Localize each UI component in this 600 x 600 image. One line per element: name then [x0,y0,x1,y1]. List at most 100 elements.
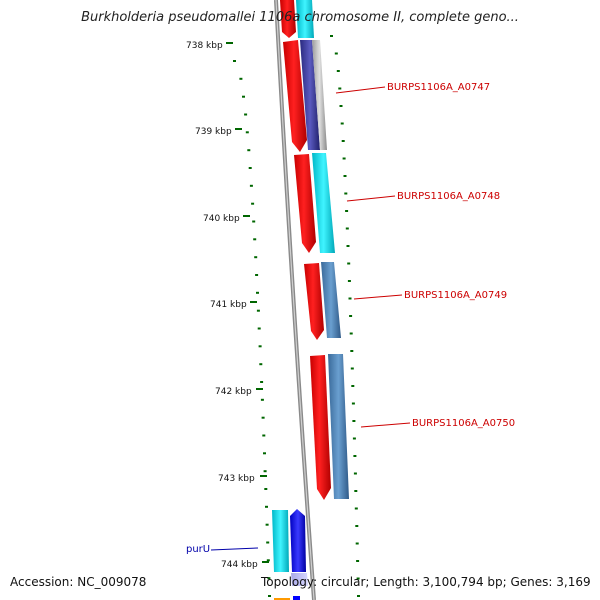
track-dot [355,525,359,527]
track-dot [262,434,266,437]
track-dot [252,220,256,223]
gene-purU[interactable] [272,509,306,572]
track-dot [263,470,267,473]
track-dot [245,131,249,134]
genome-summary-text: Topology: circular; Length: 3,100,794 bp… [261,575,591,589]
gene-BURPS1106A_A0747[interactable] [283,40,327,152]
tick-744: 744 kbp [221,560,269,570]
track-dot [268,595,271,597]
track-dot [233,60,236,62]
track-dot [242,95,245,98]
track-dot [348,297,352,300]
track-dot [239,77,243,80]
track-dot [357,595,360,597]
gene-BURPS1106A_A0748[interactable] [294,153,335,253]
track-dot [349,315,353,317]
track-dot [343,175,347,177]
tick-738: 738 kbp [186,41,233,51]
track-dot [341,140,345,142]
track-dot [338,87,342,90]
tick-740: 740 kbp [203,214,250,224]
track-dot [267,577,271,580]
track-dot [254,256,258,259]
track-dot [260,381,264,383]
chromosome-backbone-highlight [275,0,315,600]
track-dot [265,523,269,526]
label-purU[interactable]: purU [186,544,259,555]
tick-739: 739 kbp [195,127,242,137]
tick-741: 741 kbp [210,300,257,310]
track-dot [356,577,360,580]
track-dot [266,541,270,544]
accession-text: Accession: NC_009078 [10,575,147,589]
tick-label: 740 kbp [203,214,240,224]
track-dot [330,35,333,37]
track-dot [355,542,359,545]
tick-label: 744 kbp [221,560,258,570]
gene-fragment-bottom[interactable] [274,596,300,600]
svg-text:BURPS1106A_A0749: BURPS1106A_A0749 [404,290,507,301]
track-dot [353,455,357,457]
gene-BURPS1106A_A0749[interactable] [304,262,341,340]
track-dot [350,350,354,352]
track-dot [256,309,260,312]
track-dot [350,367,354,370]
track-dot [255,274,259,276]
track-dot [260,398,264,401]
track-dot [251,202,255,205]
track-dot [347,262,351,265]
track-dot [356,560,360,562]
track-dot [265,505,268,508]
label-BURPS1106A_A0747[interactable]: BURPS1106A_A0747 [335,82,490,94]
track-dot [261,416,265,419]
track-dot [352,437,356,440]
track-dot [346,245,350,247]
track-dot [264,488,268,490]
label-BURPS1106A_A0749[interactable]: BURPS1106A_A0749 [353,290,507,301]
track-dot [351,402,355,405]
tick-743: 743 kbp [218,474,267,484]
track-dot [351,385,355,387]
label-BURPS1106A_A0750[interactable]: BURPS1106A_A0750 [360,418,515,429]
svg-text:BURPS1106A_A0750: BURPS1106A_A0750 [412,418,515,429]
outer-track [330,35,360,597]
track-dot [336,70,340,72]
track-dot [258,345,262,348]
tick-label: 741 kbp [210,300,247,310]
map-title: Burkholderia pseudomallei 1106a chromoso… [81,10,519,25]
tick-label: 742 kbp [215,387,252,397]
track-dot [334,52,338,55]
track-dot [344,192,348,195]
track-dot [354,490,358,492]
track-dot [256,291,259,294]
track-dot [347,280,351,282]
label-BURPS1106A_A0748[interactable]: BURPS1106A_A0748 [346,191,500,202]
track-dot [352,420,356,422]
track-dot [259,363,263,366]
svg-text:BURPS1106A_A0748: BURPS1106A_A0748 [397,191,500,202]
tick-label: 739 kbp [195,127,232,137]
tick-742: 742 kbp [215,387,263,397]
track-dot [249,184,253,187]
track-dot [248,167,252,169]
track-dot [342,157,346,160]
ruler-track [233,60,271,597]
track-dot [339,105,343,107]
track-dot [244,113,248,116]
gene-fragment-top[interactable] [280,0,314,38]
track-dot [266,559,270,562]
gene-fragment-light [291,573,308,586]
track-dot [247,149,251,152]
track-dot [354,507,358,510]
track-dot [340,122,344,125]
tick-label: 738 kbp [186,41,223,51]
track-dot [345,210,349,212]
track-dot [263,452,266,455]
track-dot [257,327,261,330]
track-dot [253,238,257,241]
track-dot [349,332,353,335]
svg-text:BURPS1106A_A0747: BURPS1106A_A0747 [387,82,490,93]
gene-BURPS1106A_A0750[interactable] [310,354,349,500]
